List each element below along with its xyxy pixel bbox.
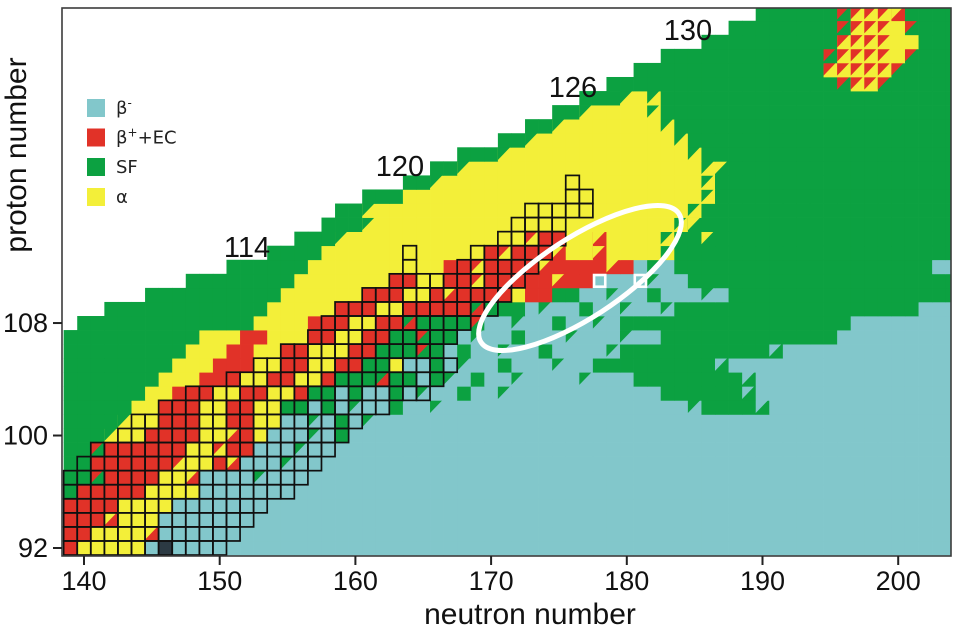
x-tick-label: 140 [61, 566, 106, 596]
shell-label-130: 130 [664, 15, 712, 47]
legend-swatch-r [87, 128, 105, 147]
legend-label-s: SF [116, 157, 138, 178]
x-tick-label: 200 [876, 566, 921, 596]
legend-label-r: β++EC [116, 126, 177, 149]
nuclide-cells [63, 8, 951, 556]
x-tick-label: 160 [333, 566, 378, 596]
legend-swatch-s [87, 158, 105, 176]
legend: β-β++EC SF α [87, 96, 177, 208]
y-tick-label: 108 [3, 308, 48, 338]
x-tick-label: 150 [197, 566, 242, 596]
x-tick-label: 170 [469, 566, 514, 596]
y-axis-title: proton number [0, 57, 33, 252]
legend-swatch-a [87, 188, 105, 206]
known-nuclide-borders [62, 174, 594, 556]
shell-label-114: 114 [224, 232, 270, 264]
plot-area: 114 120 126 130 [62, 8, 951, 556]
axes: 140 150 160 170 180 190 200 92 100 108 neutron num… [0, 57, 921, 631]
x-axis-title: neutron number [424, 598, 636, 631]
legend-label-b: β- [116, 96, 132, 119]
shell-label-120: 120 [376, 151, 424, 183]
white-square-markers [592, 273, 648, 288]
x-tick-label: 190 [740, 566, 785, 596]
y-tick-label: 92 [18, 533, 48, 563]
highlight-ellipse [476, 203, 684, 353]
shell-label-126: 126 [549, 72, 597, 104]
x-tick-label: 180 [604, 566, 649, 596]
plot-frame [61, 7, 952, 557]
legend-swatch-b [87, 99, 105, 117]
y-tick-label: 100 [3, 421, 48, 451]
legend-label-a: α [116, 187, 128, 208]
